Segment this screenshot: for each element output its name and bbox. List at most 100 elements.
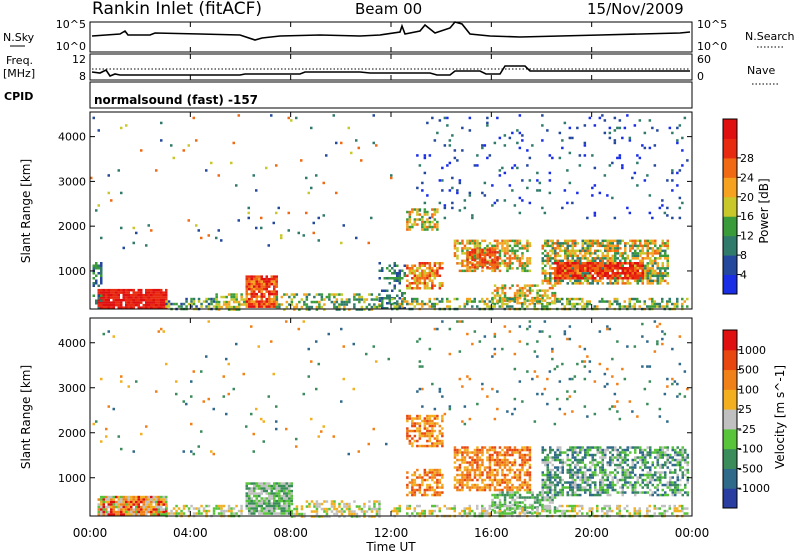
range-cell — [641, 486, 644, 489]
range-cell — [478, 247, 482, 250]
range-cell — [631, 458, 634, 462]
range-cell — [152, 500, 155, 504]
range-cell — [237, 509, 241, 513]
range-cell — [150, 510, 153, 514]
range-cell — [511, 299, 514, 302]
range-cell — [481, 473, 484, 477]
range-cell — [441, 491, 444, 494]
range-cell — [641, 282, 644, 285]
range-cell — [516, 257, 519, 260]
range-cell — [426, 282, 429, 285]
range-cell — [621, 164, 624, 167]
range-cell — [621, 305, 624, 308]
range-cell — [649, 488, 652, 492]
range-cell — [315, 510, 319, 513]
range-cell — [619, 466, 622, 469]
range-cell — [681, 476, 684, 479]
range-cell — [290, 298, 294, 301]
range-cell — [609, 247, 612, 250]
range-cell — [347, 126, 350, 130]
range-cell — [150, 291, 153, 294]
range-cell — [416, 476, 419, 479]
range-cell — [288, 504, 291, 508]
range-cell — [378, 505, 381, 508]
range-cell — [604, 247, 607, 250]
range-cell — [506, 481, 509, 484]
range-cell — [441, 297, 444, 301]
range-cell — [566, 274, 569, 277]
range-cell — [270, 489, 273, 493]
range-cell — [388, 297, 391, 300]
range-cell — [556, 262, 559, 265]
range-cell — [686, 305, 689, 308]
range-cell — [426, 213, 429, 216]
range-cell — [551, 156, 554, 160]
range-cell — [586, 302, 589, 306]
range-cell — [618, 126, 622, 130]
range-cell — [654, 244, 657, 248]
range-cell — [155, 508, 158, 511]
range-cell — [438, 424, 442, 428]
range-cell — [416, 422, 419, 425]
range-cell — [596, 257, 599, 260]
range-cell — [498, 269, 502, 273]
range-cell — [461, 149, 464, 152]
range-cell — [606, 300, 609, 303]
range-cell — [544, 279, 547, 283]
range-cell — [468, 266, 472, 269]
range-cell — [253, 285, 256, 288]
range-cell — [594, 277, 597, 280]
range-cell — [207, 302, 211, 306]
range-cell — [185, 504, 188, 508]
range-cell — [456, 247, 459, 250]
range-cell — [488, 461, 492, 464]
range-cell — [541, 305, 544, 308]
range-cell — [265, 285, 268, 288]
range-cell — [528, 201, 532, 205]
range-cell — [604, 453, 607, 457]
range-cell — [523, 473, 527, 477]
range-cell — [335, 298, 339, 301]
range-cell — [671, 448, 674, 452]
range-cell — [338, 510, 341, 513]
range-cell — [589, 269, 592, 272]
range-cell — [471, 258, 474, 262]
range-cell — [406, 434, 409, 438]
range-cell — [255, 280, 258, 283]
range-cell — [584, 264, 587, 267]
range-cell — [589, 466, 592, 469]
range-cell — [546, 463, 549, 467]
range-cell — [478, 448, 482, 452]
range-cell — [676, 461, 679, 464]
range-cell — [303, 515, 306, 518]
range-cell — [616, 239, 619, 243]
range-cell — [649, 282, 652, 285]
range-cell — [142, 296, 145, 299]
range-cell — [589, 491, 592, 494]
range-cell — [561, 146, 564, 150]
range-cell — [516, 496, 519, 499]
range-cell — [406, 225, 409, 229]
range-cell — [288, 484, 291, 488]
range-cell — [102, 293, 105, 297]
range-cell — [431, 478, 434, 482]
range-cell — [591, 277, 594, 280]
range-cell — [611, 476, 614, 479]
range-cell — [423, 302, 426, 306]
range-cell — [629, 446, 632, 449]
range-cell — [589, 282, 592, 285]
range-cell — [263, 507, 266, 510]
range-cell — [381, 299, 384, 302]
range-cell — [100, 513, 103, 516]
range-cell — [646, 257, 649, 260]
range-cell — [671, 446, 674, 449]
range-cell — [564, 249, 567, 253]
range-cell — [250, 285, 253, 288]
range-cell — [466, 263, 469, 267]
range-cell — [270, 509, 273, 513]
range-cell — [290, 499, 293, 503]
range-cell — [398, 504, 401, 508]
range-cell — [476, 488, 479, 492]
range-cell — [418, 164, 422, 167]
range-cell — [273, 305, 276, 308]
